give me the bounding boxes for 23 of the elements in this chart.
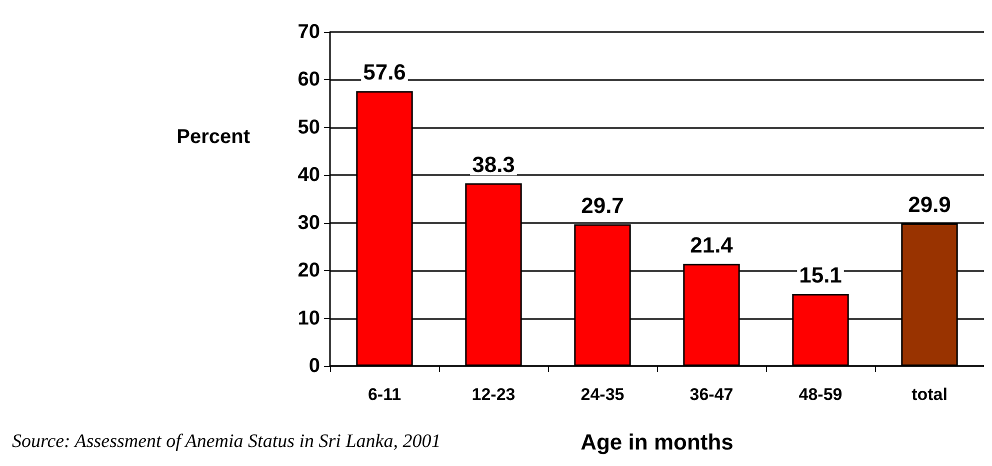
x-tick-label: 24-35: [580, 385, 624, 404]
data-label: 57.6: [363, 60, 406, 85]
y-tick-label: 60: [298, 68, 320, 91]
x-tick-label: 12-23: [472, 385, 516, 404]
x-tick-label: 36-47: [690, 385, 734, 404]
y-tick-label: 30: [298, 212, 320, 234]
y-tick-label: 0: [308, 355, 320, 377]
data-label: 29.7: [581, 192, 624, 218]
x-tick-label: 6-11: [368, 385, 402, 404]
y-tick-label: 50: [298, 116, 320, 138]
y-tick-label: 10: [298, 307, 320, 330]
y-tick-label: 70: [298, 21, 320, 43]
data-label: 15.1: [799, 262, 842, 288]
data-label: 38.3: [472, 152, 515, 177]
source-note: Source: Assessment of Anemia Status in Sri Lanka, 2001: [12, 431, 441, 452]
x-tick-label: total: [912, 385, 948, 404]
y-axis-title: Percent: [176, 126, 250, 148]
x-tick-label: 48-59: [798, 385, 842, 404]
y-tick-label: 40: [298, 164, 320, 186]
data-label: 21.4: [690, 232, 734, 258]
y-tick-label: 20: [298, 260, 320, 282]
data-label: 29.9: [908, 192, 951, 217]
x-axis-title: Age in months: [580, 430, 734, 454]
